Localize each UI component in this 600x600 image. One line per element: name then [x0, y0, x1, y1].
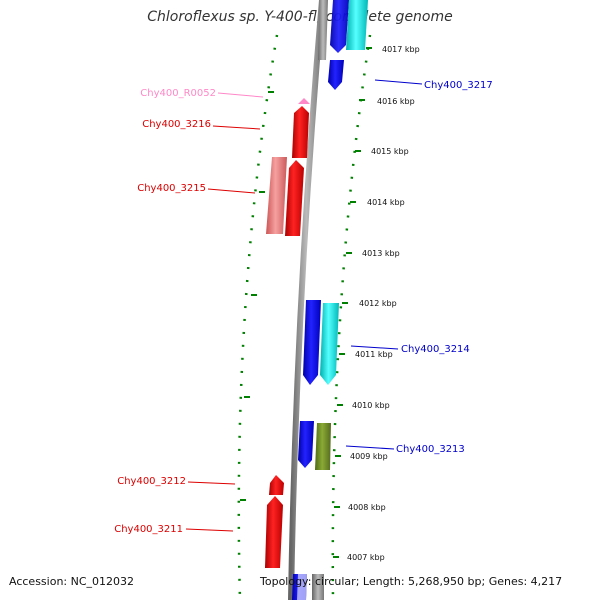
gene-olive-3213	[315, 423, 331, 470]
gene-blue-3214	[303, 300, 321, 385]
kbp-4008: 4008 kbp	[348, 503, 386, 512]
gray-bar-top	[318, 0, 328, 60]
outer-ticks	[240, 91, 274, 501]
gray-gene-bottom	[312, 574, 324, 600]
gene-red-3211	[265, 496, 283, 568]
label-Chy400_3217: Chy400_3217	[424, 80, 493, 91]
kbp-4016: 4016 kbp	[377, 97, 415, 106]
gene-pale-3215	[266, 157, 287, 234]
label-Chy400_3212: Chy400_3212	[117, 476, 186, 487]
gene-blue-3217	[328, 60, 344, 90]
genome-summary-text: Topology: circular; Length: 5,268,950 bp…	[260, 575, 563, 588]
kbp-4010: 4010 kbp	[352, 401, 390, 410]
scale-ticks	[333, 47, 372, 558]
kbp-4013: 4013 kbp	[362, 249, 400, 258]
kbp-4017: 4017 kbp	[382, 45, 420, 54]
gene-red-3216	[292, 106, 309, 158]
forward-strand-genes	[292, 0, 368, 600]
gene-lavender-bottom	[297, 574, 307, 600]
gene-cyan-top	[346, 0, 368, 50]
rrna-R0052	[298, 98, 310, 104]
accession-text: Accession: NC_012032	[9, 575, 135, 588]
map-title: Chloroflexus sp. Y-400-fl, complete geno…	[147, 9, 453, 25]
label-Chy400_3213: Chy400_3213	[396, 444, 465, 455]
label-Chy400_3214: Chy400_3214	[401, 344, 470, 355]
gene-blue-top	[330, 0, 349, 53]
kbp-4015: 4015 kbp	[371, 147, 409, 156]
label-Chy400_3216: Chy400_3216	[142, 119, 211, 130]
kbp-4014: 4014 kbp	[367, 198, 405, 207]
gene-blue-3213	[298, 421, 314, 468]
gene-red-3212	[269, 475, 284, 495]
gene-red-3215	[285, 160, 304, 236]
label-Chy400_3215: Chy400_3215	[137, 183, 206, 194]
kbp-4011: 4011 kbp	[355, 350, 393, 359]
kbp-4007: 4007 kbp	[347, 553, 385, 562]
kbp-4009: 4009 kbp	[350, 452, 388, 461]
kbp-4012: 4012 kbp	[359, 299, 397, 308]
label-Chy400_3211: Chy400_3211	[114, 524, 183, 535]
label-Chy400_R0052: Chy400_R0052	[140, 88, 216, 99]
gene-cyan-3214	[320, 303, 339, 385]
label-leaders	[185, 79, 423, 532]
genome-backbone	[288, 0, 325, 600]
reverse-strand-genes	[265, 98, 310, 568]
